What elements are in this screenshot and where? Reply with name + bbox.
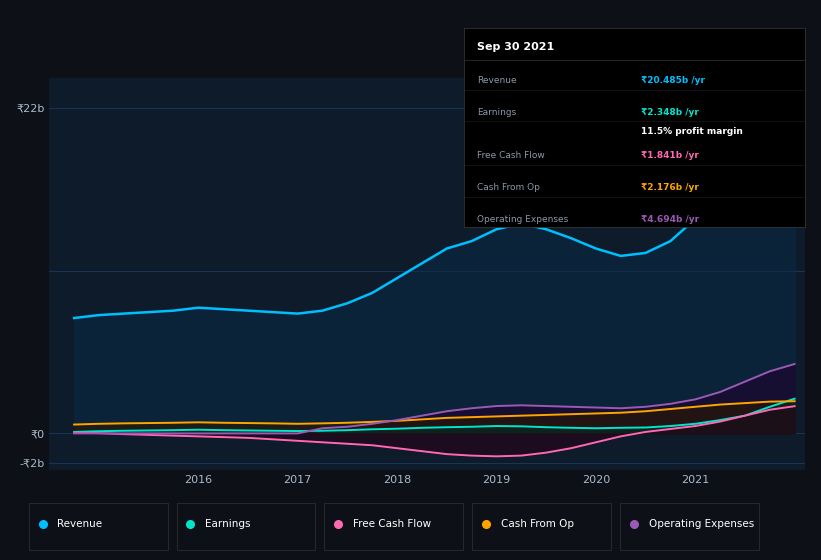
Text: Earnings: Earnings <box>478 108 516 116</box>
Text: ₹2.348b /yr: ₹2.348b /yr <box>641 108 699 116</box>
Text: Earnings: Earnings <box>205 519 250 529</box>
Text: Operating Expenses: Operating Expenses <box>649 519 754 529</box>
Text: ₹20.485b /yr: ₹20.485b /yr <box>641 76 705 85</box>
Text: 11.5% profit margin: 11.5% profit margin <box>641 128 743 137</box>
Text: Free Cash Flow: Free Cash Flow <box>478 151 545 160</box>
Text: ₹1.841b /yr: ₹1.841b /yr <box>641 151 699 160</box>
Text: ₹2.176b /yr: ₹2.176b /yr <box>641 183 699 192</box>
Text: Sep 30 2021: Sep 30 2021 <box>478 42 555 52</box>
Text: ₹4.694b /yr: ₹4.694b /yr <box>641 215 699 224</box>
Text: Cash From Op: Cash From Op <box>501 519 574 529</box>
Text: Operating Expenses: Operating Expenses <box>478 215 569 224</box>
Text: Revenue: Revenue <box>57 519 103 529</box>
Text: Cash From Op: Cash From Op <box>478 183 540 192</box>
Text: Revenue: Revenue <box>478 76 517 85</box>
Text: Free Cash Flow: Free Cash Flow <box>353 519 431 529</box>
